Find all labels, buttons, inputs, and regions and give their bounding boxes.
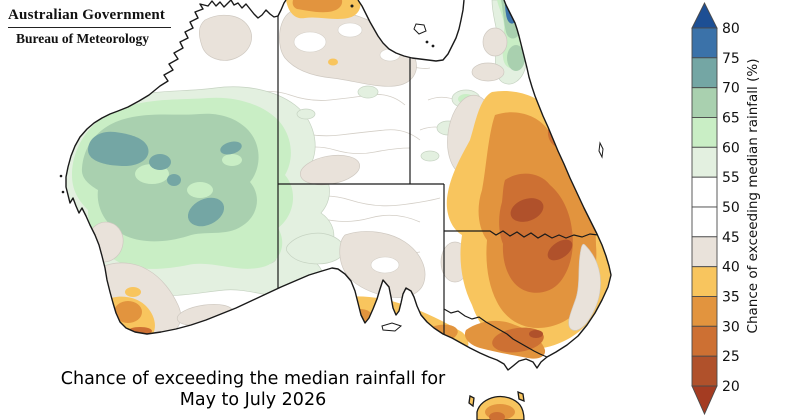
map-caption: Chance of exceeding the median rainfall … [38,369,468,412]
colorbar-tick-label: 80 [722,21,740,37]
islands [59,4,604,332]
contour-40-45-coastal [568,243,601,331]
colorbar-arrow-top [691,1,718,29]
colorbar-tick-label: 50 [722,200,740,216]
colorbar-tick-label: 40 [722,260,740,276]
caption-line-1: Chance of exceeding the median rainfall … [60,369,446,389]
contour-70-75 [88,131,242,227]
groote-eylandt-island [413,23,427,35]
shark-bay-island-dot [59,174,63,178]
logo-bureau-of-meteorology: Bureau of Meteorology [16,31,149,46]
logo-australian-government: Australian Government [8,7,172,28]
colorbar-tick-label: 65 [722,111,740,127]
tiwi-island-dot [350,4,354,8]
colorbar-tick-label: 75 [722,51,740,67]
colorbar-tick-label: 70 [722,81,740,97]
colorbar: 80 75 70 65 60 55 50 45 40 35 30 25 20 C… [691,1,761,416]
shark-bay-island-dot [61,190,65,194]
kangaroo-island [381,322,403,332]
gulf-island-dot [425,40,429,44]
state-borders [277,16,599,358]
colorbar-axis-label: Chance of exceeding median rainfall (%) [745,59,761,334]
gulf-island-dot [431,44,435,48]
colorbar-tick-label: 25 [722,349,740,365]
colorbar-tick-label: 60 [722,140,740,156]
colorbar-tick-label: 30 [722,319,740,335]
government-logo: Australian Government Bureau of Meteorol… [8,6,172,47]
colorbar-tick-label: 45 [722,230,740,246]
coastline [65,0,612,371]
colorbar-arrow-bottom [691,385,718,416]
colorbar-tick-label: 35 [722,290,740,306]
colorbar-tick-label: 20 [722,379,740,395]
tasmania [468,390,525,420]
colorbar-tick-label: 55 [722,170,740,186]
fraser-island [598,141,604,159]
contour-white-holes [293,22,401,274]
caption-line-2: May to July 2026 [179,390,327,411]
contour-20-25 [510,198,573,338]
colorbar-tick-labels: 80 75 70 65 60 55 50 45 40 35 30 25 20 [722,21,740,395]
